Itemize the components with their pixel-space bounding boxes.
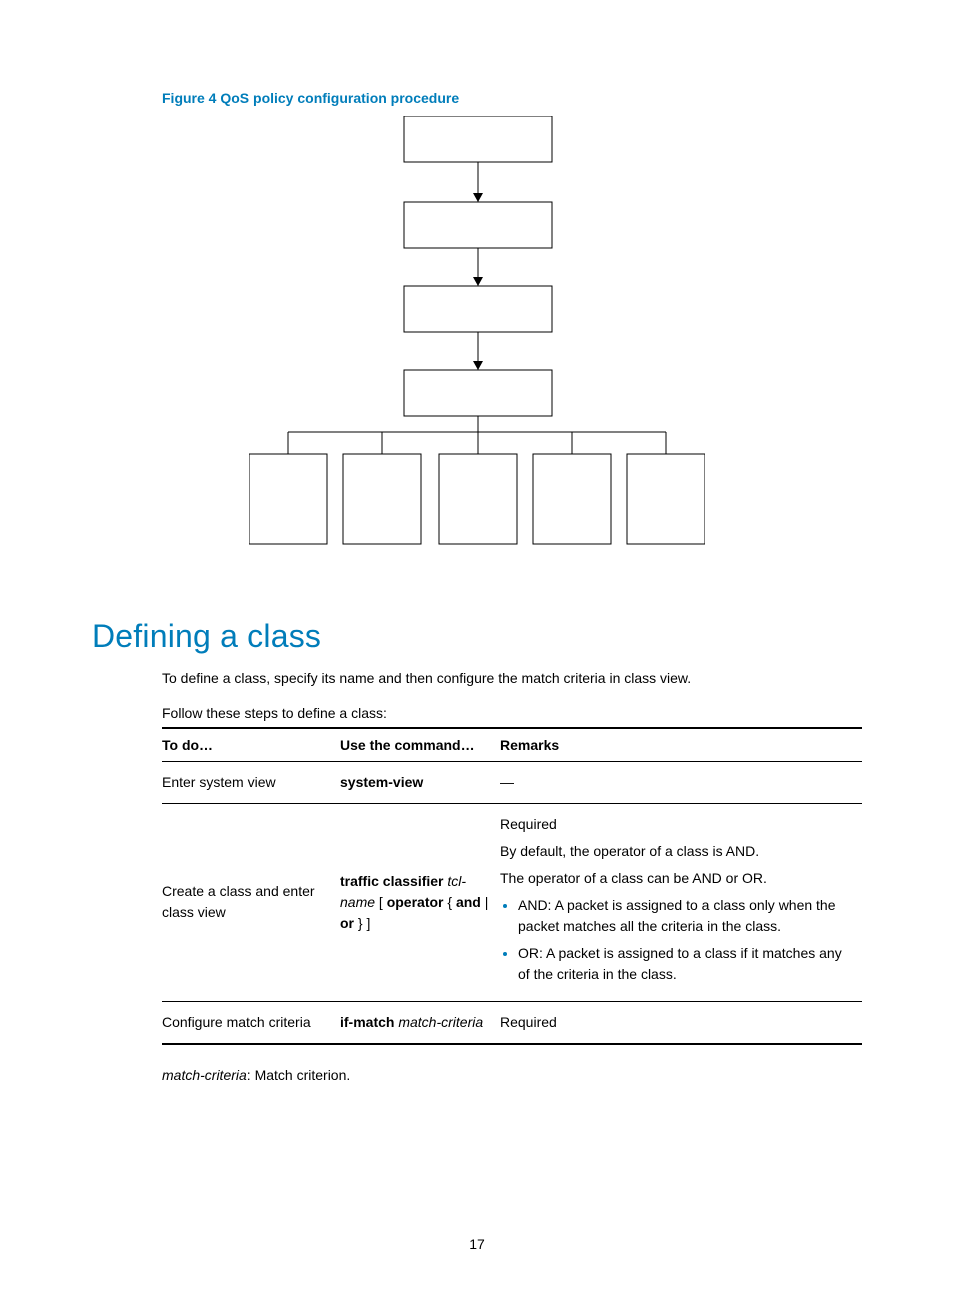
col-header-remarks: Remarks [500,728,862,762]
col-header-todo: To do… [162,728,340,762]
cell-remarks: — [500,761,862,803]
cell-todo: Create a class and enter class view [162,803,340,1001]
footnote: match-criteria: Match criterion. [162,1067,862,1083]
command-table: To do… Use the command… Remarks Enter sy… [162,727,862,1045]
table-row: Create a class and enter class viewtraff… [162,803,862,1001]
cell-remarks: RequiredBy default, the operator of a cl… [500,803,862,1001]
page-number: 17 [0,1236,954,1252]
section-lead: Follow these steps to define a class: [162,704,862,723]
table-header-row: To do… Use the command… Remarks [162,728,862,762]
table-row: Configure match criteriaif-match match-c… [162,1001,862,1044]
table-row: Enter system viewsystem-view— [162,761,862,803]
flowchart-diagram [249,116,705,566]
section-intro: To define a class, specify its name and … [162,669,862,688]
col-header-command: Use the command… [340,728,500,762]
cell-command: system-view [340,761,500,803]
figure-title: Figure 4 QoS policy configuration proced… [162,90,862,106]
cell-todo: Configure match criteria [162,1001,340,1044]
cell-command: traffic classifier tcl-name [ operator {… [340,803,500,1001]
cell-command: if-match match-criteria [340,1001,500,1044]
cell-todo: Enter system view [162,761,340,803]
cell-remarks: Required [500,1001,862,1044]
section-heading: Defining a class [92,618,862,655]
